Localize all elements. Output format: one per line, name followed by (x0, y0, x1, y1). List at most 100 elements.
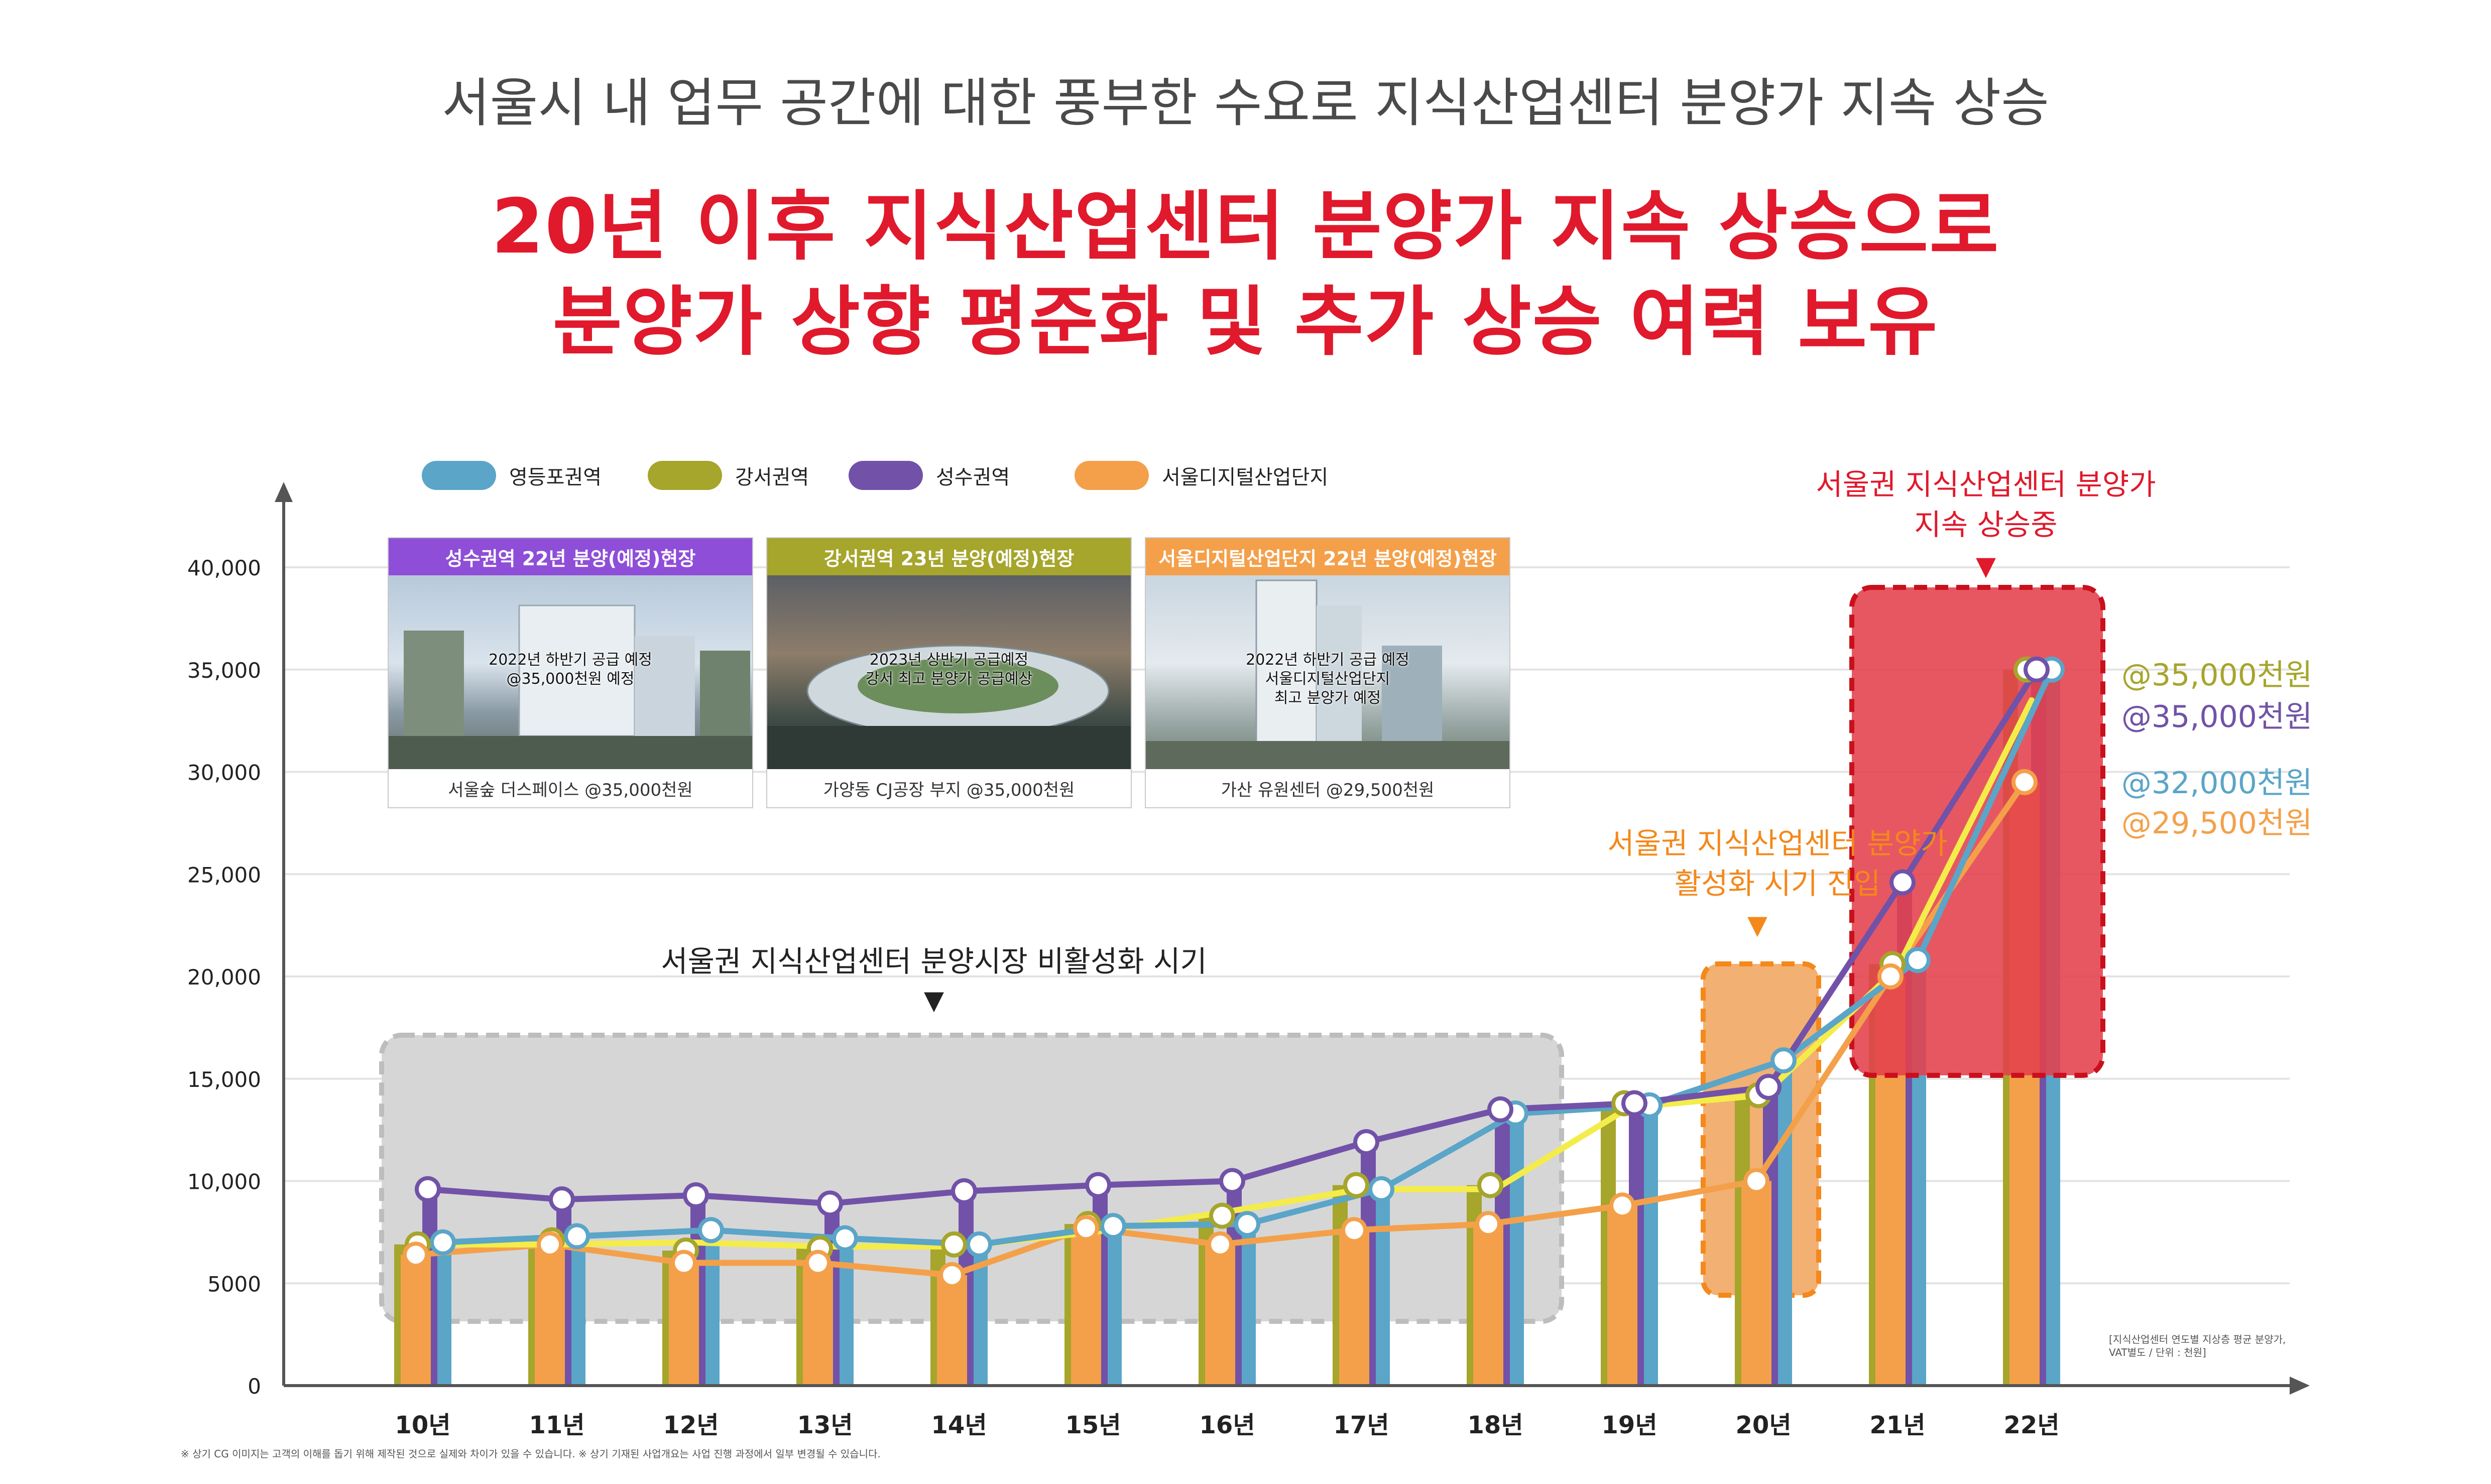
x-tick-label: 18년 (1468, 1411, 1523, 1439)
end-value-label-gangseo: @35,000천원 (2121, 658, 2312, 693)
marker-seongsu (687, 1186, 705, 1205)
marker-digital (541, 1235, 559, 1254)
activation-label-line2: 활성화 시기 진입 (1675, 867, 1880, 901)
marker-seongsu (2028, 660, 2046, 679)
bar-digital (1339, 1230, 1369, 1386)
inactive-period-label: 서울권 지식산업센터 분양시장 비활성화 시기 (661, 944, 1207, 978)
building-graphic-icon (767, 645, 1131, 771)
marker-seongsu (955, 1182, 973, 1200)
bar-digital (1473, 1224, 1503, 1386)
marker-seongsu (419, 1180, 437, 1198)
legend-label-digital: 서울디지털산업단지 (1162, 466, 1329, 489)
x-axis-arrow-icon (2290, 1377, 2310, 1395)
x-tick-label: 13년 (797, 1411, 853, 1439)
marker-seongsu (1223, 1172, 1241, 1190)
marker-seongsu (553, 1190, 571, 1209)
marker-seongsu (1759, 1078, 1777, 1096)
bar-digital (1607, 1205, 1637, 1386)
headline-main-line2: 분양가 상향 평준화 및 추가 상승 여력 보유 (552, 279, 1939, 366)
bar-digital (937, 1275, 967, 1386)
bar-yeongdeungpo (1107, 1226, 1122, 1386)
y-tick-label: 15,000 (187, 1067, 261, 1092)
headline-main-line1: 20년 이후 지식산업센터 분양가 지속 상승으로 (491, 183, 2000, 271)
photo-footer-digital: 가산 유원센터 @29,500천원 (1146, 769, 1509, 807)
marker-yeongdeungpo (970, 1235, 988, 1254)
marker-yeongdeungpo (1909, 951, 1927, 969)
activation-arrow-icon: ▼ (1747, 910, 1767, 940)
y-tick-label: 30,000 (187, 761, 261, 785)
x-tick-label: 16년 (1200, 1411, 1255, 1439)
legend-swatch-gangseo (648, 461, 722, 490)
building-graphic-icon (389, 604, 752, 771)
marker-yeongdeungpo (836, 1229, 854, 1248)
photo-card-digital: 서울디지털산업단지 22년 분양(예정)현장 2022년 하반기 공급 예정 서울… (1145, 537, 1510, 808)
bar-digital (669, 1263, 699, 1386)
axes-layer (275, 482, 2310, 1395)
bar-digital (1071, 1228, 1101, 1386)
annotation-layer: 서울권 지식산업센터 분양시장 비활성화 시기 ▼ 서울권 지식산업센터 분양가활성… (661, 467, 2312, 1016)
marker-gangseo (945, 1235, 963, 1254)
rising-arrow-icon: ▼ (1976, 551, 1996, 581)
building-rendering-image: 2022년 하반기 공급 예정 서울디지털산업단지 최고 분양가 예정 (1146, 575, 1509, 771)
y-tick-label: 35,000 (187, 658, 261, 683)
x-tick-label: 17년 (1334, 1411, 1389, 1439)
marker-digital (1613, 1196, 1631, 1215)
legend-item-gangseo: 강서권역 (648, 458, 809, 493)
photo-caption-gangseo: 2023년 상반기 공급예정 강서 최고 분양가 공급예상 (865, 651, 1033, 688)
y-tick-label: 10,000 (187, 1170, 261, 1194)
legend-swatch-seongsu (849, 461, 923, 490)
bar-yeongdeungpo (839, 1238, 854, 1386)
bar-yeongdeungpo (704, 1230, 720, 1386)
marker-digital (2015, 773, 2034, 791)
marker-yeongdeungpo (1372, 1180, 1390, 1198)
building-rendering-image: 2022년 하반기 공급 예정 @35,000천원 예정 (389, 575, 752, 771)
bar-digital (535, 1244, 565, 1386)
rising-label-line2: 지속 상승중 (1914, 508, 2057, 542)
headline-subtitle: 서울시 내 업무 공간에 대한 풍부한 수요로 지식산업센터 분양가 지속 상승 (442, 72, 2049, 134)
marker-digital (1479, 1215, 1497, 1233)
end-value-label-yeongdeungpo: @32,000천원 (2121, 766, 2312, 801)
x-tick-label: 15년 (1065, 1411, 1121, 1439)
marker-seongsu (1491, 1100, 1509, 1119)
photo-header-gangseo: 강서권역 23년 분양(예정)현장 (767, 538, 1131, 575)
marker-seongsu (1893, 873, 1912, 892)
photo-footer-gangseo: 가양동 CJ공장 부지 @35,000천원 (767, 769, 1131, 807)
marker-digital (1747, 1172, 1765, 1190)
marker-yeongdeungpo (1104, 1217, 1122, 1235)
x-tick-label: 10년 (395, 1411, 451, 1439)
bar-digital (1741, 1181, 1771, 1386)
marker-yeongdeungpo (434, 1233, 452, 1252)
bar-yeongdeungpo (436, 1242, 451, 1386)
marker-yeongdeungpo (568, 1227, 586, 1246)
legend-label-gangseo: 강서권역 (735, 466, 809, 489)
marker-seongsu (821, 1194, 839, 1213)
bar-digital (803, 1263, 833, 1386)
marker-digital (1211, 1235, 1229, 1254)
marker-digital (675, 1254, 693, 1272)
marker-digital (943, 1266, 961, 1284)
building-rendering-image: 2023년 상반기 공급예정 강서 최고 분양가 공급예상 (767, 575, 1131, 771)
marker-digital (1345, 1221, 1363, 1240)
legend-item-digital: 서울디지털산업단지 (1075, 458, 1328, 493)
marker-yeongdeungpo (1238, 1215, 1256, 1233)
photo-caption-seongsu: 2022년 하반기 공급 예정 @35,000천원 예정 (489, 651, 652, 688)
activation-label-line1: 서울권 지식산업센터 분양가 (1607, 826, 1947, 860)
x-tick-label: 14년 (931, 1411, 987, 1439)
legend-item-seongsu: 성수권역 (849, 458, 1010, 493)
marker-yeongdeungpo (1774, 1051, 1793, 1070)
x-tick-label: 19년 (1602, 1411, 1657, 1439)
photo-caption-digital: 2022년 하반기 공급 예정 서울디지털산업단지 최고 분양가 예정 (1246, 651, 1409, 707)
x-tick-label: 22년 (2004, 1411, 2060, 1439)
lines-layer (403, 656, 2065, 1288)
marker-yeongdeungpo (702, 1221, 720, 1240)
bar-yeongdeungpo (1777, 1060, 1792, 1386)
end-value-label-digital: @29,500천원 (2121, 806, 2312, 841)
x-tick-label: 21년 (1870, 1411, 1926, 1439)
marker-digital (407, 1246, 425, 1264)
building-graphic-icon (1146, 579, 1509, 771)
end-value-label-seongsu: @35,000천원 (2121, 699, 2312, 734)
bar-digital (1205, 1244, 1235, 1386)
x-tick-label: 20년 (1736, 1411, 1792, 1439)
bar-yeongdeungpo (1643, 1105, 1658, 1386)
